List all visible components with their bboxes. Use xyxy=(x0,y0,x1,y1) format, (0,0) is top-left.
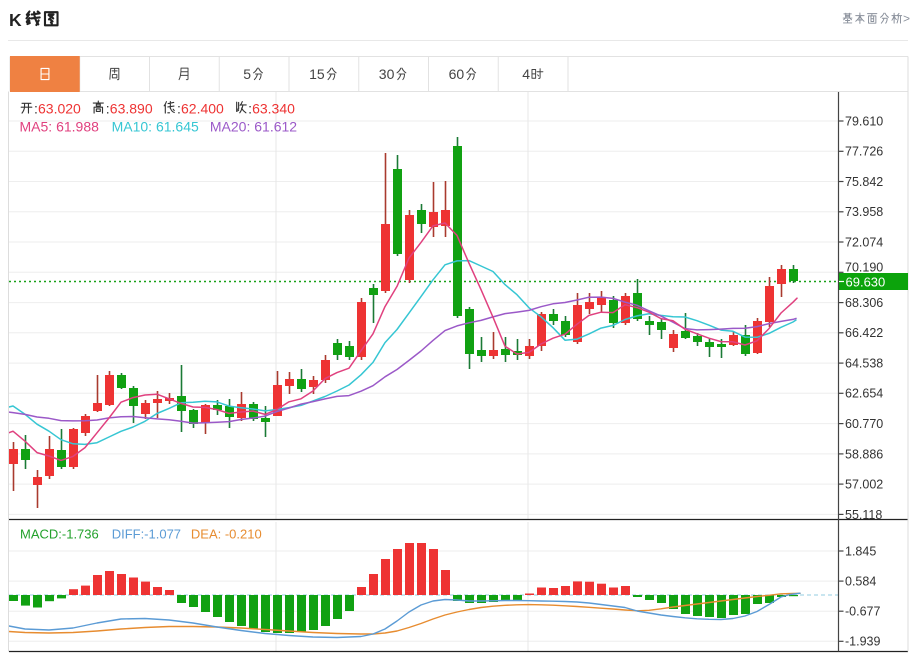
svg-text:66.422: 66.422 xyxy=(845,326,883,340)
svg-text:-1.939: -1.939 xyxy=(845,635,880,649)
svg-text:70.190: 70.190 xyxy=(845,261,883,275)
svg-text:DEA: -0.210: DEA: -0.210 xyxy=(191,527,262,542)
svg-text:15: 15 xyxy=(309,66,325,82)
svg-text:58.886: 58.886 xyxy=(845,447,883,461)
svg-text::: : xyxy=(106,101,110,117)
svg-text:60.770: 60.770 xyxy=(845,417,883,431)
svg-text:30: 30 xyxy=(379,66,395,82)
svg-text:62.654: 62.654 xyxy=(845,387,883,401)
svg-text:>: > xyxy=(903,12,910,26)
svg-text:63.890: 63.890 xyxy=(110,101,153,117)
svg-text:57.002: 57.002 xyxy=(845,478,883,492)
svg-text:1.845: 1.845 xyxy=(845,544,876,558)
svg-text:K: K xyxy=(9,10,22,30)
svg-text:72.074: 72.074 xyxy=(845,235,883,249)
svg-text:63.020: 63.020 xyxy=(38,101,81,117)
svg-text:75.842: 75.842 xyxy=(845,175,883,189)
svg-text:63.340: 63.340 xyxy=(252,101,295,117)
svg-text::: : xyxy=(34,101,38,117)
svg-text:62.400: 62.400 xyxy=(181,101,224,117)
svg-text::: : xyxy=(248,101,252,117)
svg-text:4: 4 xyxy=(522,66,530,82)
svg-text:MA10: 61.645: MA10: 61.645 xyxy=(112,119,199,135)
svg-text:MA5: 61.988: MA5: 61.988 xyxy=(20,119,100,135)
svg-text:69.630: 69.630 xyxy=(846,274,886,289)
svg-text:73.958: 73.958 xyxy=(845,205,883,219)
svg-text:DIFF:-1.077: DIFF:-1.077 xyxy=(112,527,181,542)
svg-text:0.584: 0.584 xyxy=(845,575,876,589)
svg-text:64.538: 64.538 xyxy=(845,357,883,371)
svg-text:79.610: 79.610 xyxy=(845,114,883,128)
svg-text:5: 5 xyxy=(243,66,251,82)
svg-text::: : xyxy=(177,101,181,117)
svg-text:MA20: 61.612: MA20: 61.612 xyxy=(210,119,297,135)
svg-text:60: 60 xyxy=(449,66,465,82)
svg-text:77.726: 77.726 xyxy=(845,145,883,159)
svg-text:MACD:-1.736: MACD:-1.736 xyxy=(20,527,99,542)
svg-text:55.118: 55.118 xyxy=(845,508,882,522)
svg-text:68.306: 68.306 xyxy=(845,296,883,310)
svg-text:-0.677: -0.677 xyxy=(845,605,880,619)
